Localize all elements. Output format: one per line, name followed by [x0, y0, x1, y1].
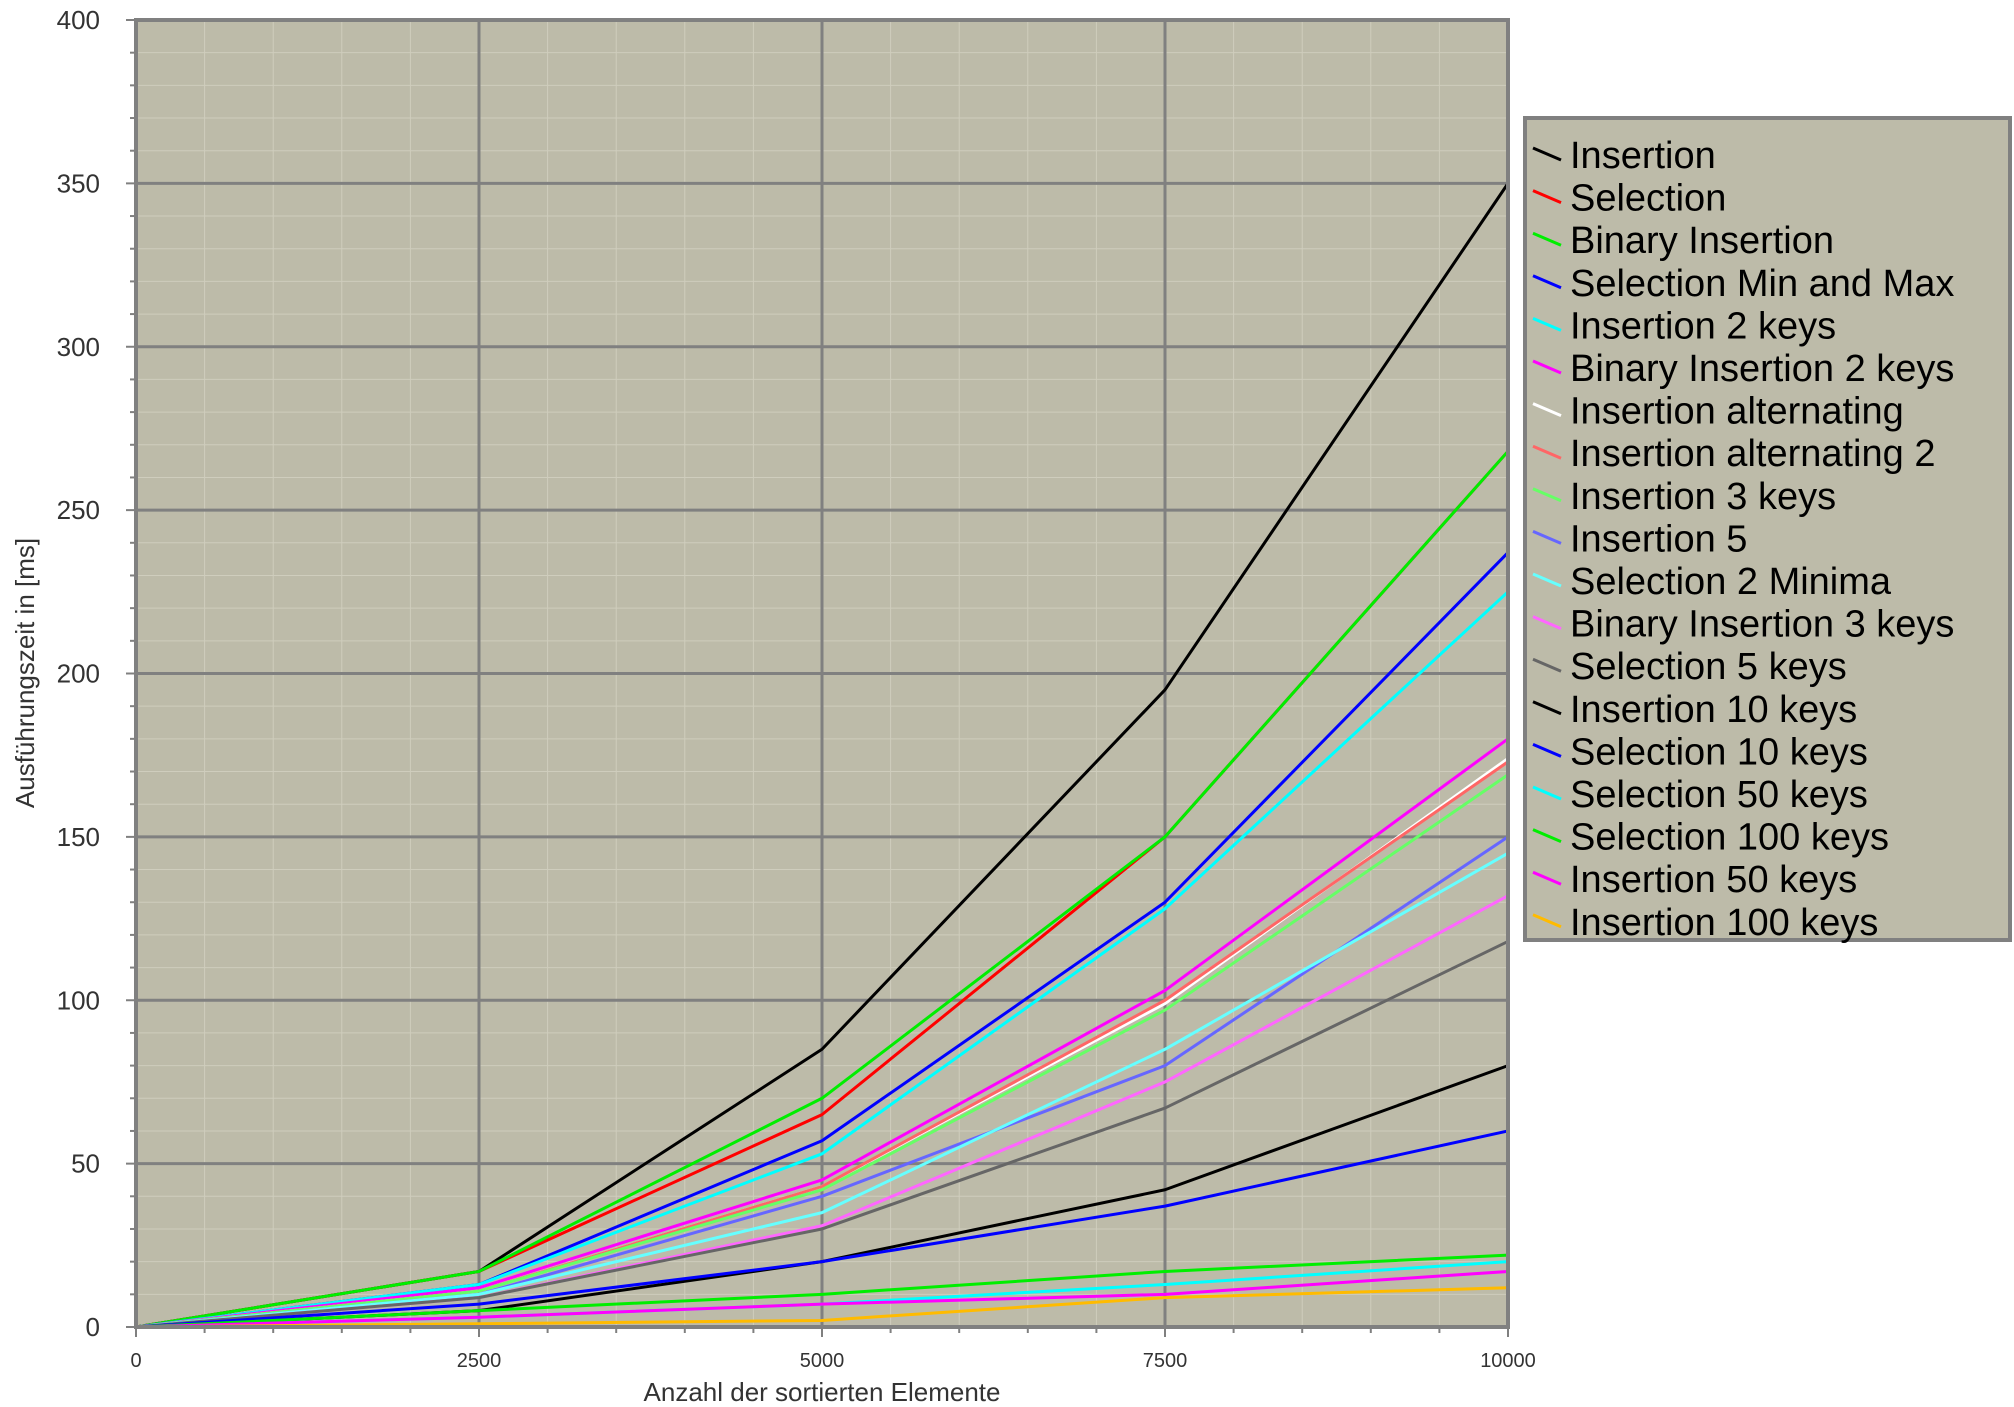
legend-swatch: [1532, 572, 1562, 588]
legend-label: Selection 5 keys: [1570, 646, 1847, 688]
legend-swatch: [1532, 743, 1562, 758]
legend-swatch: [1532, 828, 1562, 843]
legend-label: Insertion alternating: [1570, 391, 1904, 433]
legend-label: Selection 100 keys: [1570, 817, 1889, 859]
y-tick-label: 0: [86, 1312, 100, 1342]
y-tick-label: 300: [57, 332, 100, 362]
legend-label: Selection 50 keys: [1570, 774, 1868, 816]
x-tick-label: 5000: [800, 1350, 845, 1372]
legend-swatch: [1532, 231, 1562, 247]
legend-label: Selection 2 Minima: [1570, 561, 1892, 603]
legend-label: Insertion alternating 2: [1570, 433, 1935, 475]
legend-label: Binary Insertion 3 keys: [1570, 604, 1954, 646]
legend-swatch: [1532, 487, 1562, 503]
series-line: [135, 590, 1510, 1329]
x-tick-label: 0: [130, 1350, 141, 1372]
x-tick-label: 10000: [1480, 1350, 1536, 1372]
y-tick-label: 250: [57, 495, 100, 525]
x-axis-title: Anzahl der sortierten Elemente: [644, 1377, 1001, 1407]
series-line: [135, 773, 1509, 1329]
series-line: [135, 1129, 1509, 1329]
legend-label: Binary Insertion 2 keys: [1570, 348, 1954, 390]
x-tick-label: 2500: [457, 1350, 502, 1372]
legend-label: Insertion 100 keys: [1570, 902, 1878, 944]
legend-label: Insertion 2 keys: [1570, 305, 1836, 347]
y-tick-label: 50: [71, 1149, 100, 1179]
legend-swatch: [1532, 530, 1562, 545]
legend-label: Insertion: [1570, 135, 1716, 177]
legend-swatch: [1532, 189, 1562, 204]
legend-swatch: [1532, 402, 1562, 417]
y-tick-label: 400: [57, 5, 100, 35]
legend-swatch: [1532, 785, 1562, 801]
y-tick-label: 100: [57, 985, 100, 1015]
legend-swatch: [1532, 615, 1562, 630]
series-lines: [135, 182, 1510, 1329]
legend-swatch: [1532, 274, 1562, 290]
y-tick-label: 150: [57, 822, 100, 852]
series-line: [135, 851, 1509, 1329]
series-line: [135, 1253, 1509, 1329]
legend-label: Binary Insertion: [1570, 220, 1834, 262]
legend-label: Insertion 50 keys: [1570, 859, 1857, 901]
legend-swatch: [1532, 657, 1562, 673]
legend-swatch: [1532, 146, 1562, 162]
series-line: [135, 737, 1509, 1329]
series-line: [135, 940, 1509, 1329]
series-line: [135, 450, 1510, 1329]
legend-label: Insertion 5: [1570, 518, 1747, 560]
y-tick-label: 200: [57, 659, 100, 689]
legend-label: Selection: [1570, 178, 1726, 220]
legend-label: Insertion 3 keys: [1570, 476, 1836, 518]
y-axis-title: Ausführungszeit in [ms]: [10, 538, 40, 808]
legend-box: [1523, 116, 2012, 942]
legend-label: Selection 10 keys: [1570, 731, 1868, 773]
legend-swatch: [1532, 870, 1562, 886]
grid-lines: [134, 18, 1510, 1329]
legend-swatch: [1532, 700, 1562, 716]
y-tick-label: 350: [57, 168, 100, 198]
legend-label: Insertion 10 keys: [1570, 689, 1857, 731]
legend-swatch: [1532, 359, 1562, 375]
x-tick-label: 7500: [1143, 1350, 1188, 1372]
legend-swatch: [1532, 317, 1562, 332]
series-line: [135, 1286, 1509, 1329]
legend-swatch: [1532, 913, 1562, 929]
series-line: [135, 1269, 1509, 1329]
legend-label: Selection Min and Max: [1570, 263, 1954, 305]
axis-ticks: 0 2500 5000 7500 10000 0 50 100 150 200 250 300 350 4…: [57, 5, 1536, 1372]
legend-swatch: [1532, 444, 1562, 460]
